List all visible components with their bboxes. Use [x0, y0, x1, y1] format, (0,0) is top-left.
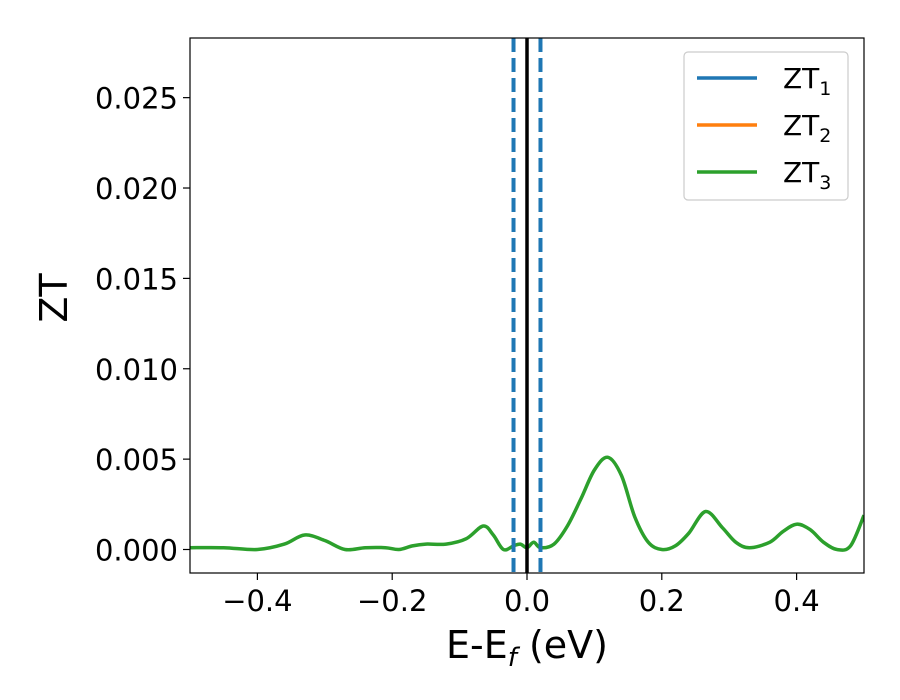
y-tick-label: 0.020 — [95, 172, 178, 206]
legend-label-zt3: ZT3 — [783, 156, 831, 194]
x-tick-label: 0.2 — [639, 584, 685, 618]
x-axis-label: E-Ef (eV) — [446, 623, 608, 673]
x-tick-label: −0.4 — [222, 584, 292, 618]
x-tick-label: 0.0 — [504, 584, 550, 618]
legend: ZT1 ZT2 ZT3 — [683, 51, 849, 201]
x-tick-label: 0.4 — [774, 584, 820, 618]
y-tick-label: 0.025 — [95, 82, 178, 116]
series-layer — [190, 455, 864, 552]
plot-frame — [189, 37, 865, 574]
legend-label-zt2: ZT2 — [783, 109, 831, 147]
y-axis-ticks: 0.000 0.005 0.010 0.015 0.020 0.025 — [95, 82, 190, 568]
legend-frame — [683, 51, 849, 201]
y-tick-label: 0.000 — [95, 534, 178, 568]
x-tick-label: −0.2 — [357, 584, 427, 618]
plot-area — [190, 38, 864, 573]
x-axis-ticks: −0.4 −0.2 0.0 0.2 0.4 — [222, 573, 820, 618]
series-line-zt3 — [190, 455, 864, 552]
y-tick-label: 0.010 — [95, 353, 178, 387]
y-tick-label: 0.005 — [95, 443, 178, 477]
vertical-lines — [511, 38, 543, 573]
y-tick-label: 0.015 — [95, 262, 178, 296]
y-axis-label: ZT — [32, 273, 76, 323]
legend-label-zt1: ZT1 — [783, 62, 831, 100]
